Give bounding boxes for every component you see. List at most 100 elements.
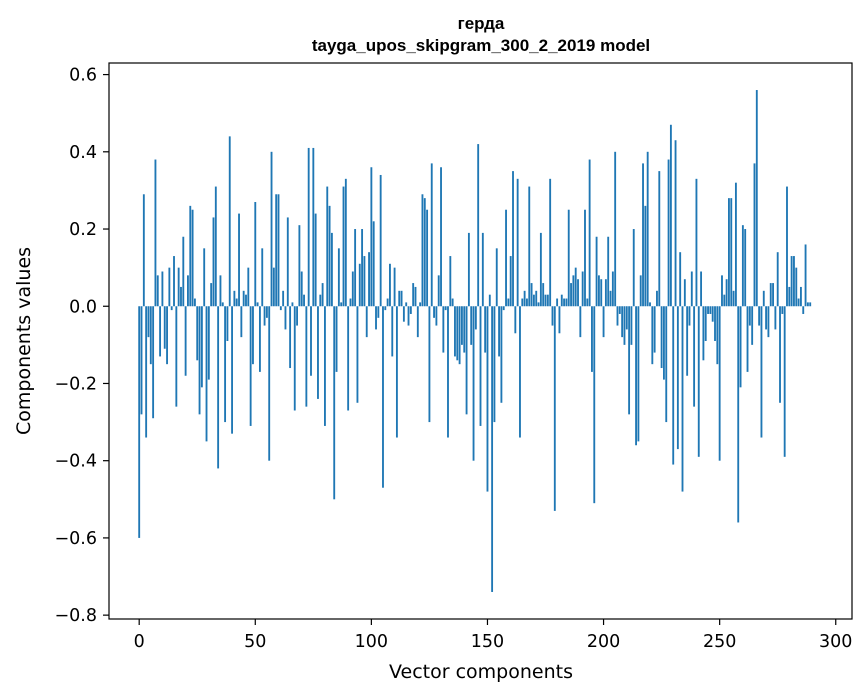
bar-252 [723,294,726,307]
bar-108 [389,263,391,307]
bar-68 [296,306,298,326]
bar-212 [630,306,633,345]
bar-153 [493,306,496,423]
bar-64 [286,217,289,307]
bar-149 [484,306,487,353]
bar-251 [721,275,723,307]
bar-232 [676,306,679,450]
bar-219 [646,151,649,307]
bar-4 [147,306,150,338]
bar-260 [741,225,744,307]
bar-268 [760,306,763,438]
bar-63 [284,306,287,330]
bar-249 [716,306,719,365]
bar-3 [145,306,148,438]
bar-37 [224,306,227,423]
bar-280 [788,286,791,307]
bar-165 [521,298,524,307]
bar-95 [358,263,361,307]
bar-207 [618,306,621,314]
bar-29 [205,306,208,442]
bar-54 [263,306,266,326]
x-tick-label: 0 [134,632,145,652]
bar-131 [442,306,445,353]
bar-30 [207,306,210,380]
bar-234 [681,306,684,492]
bar-171 [535,290,538,307]
bar-9 [159,306,162,357]
bar-140 [463,306,466,353]
bar-10 [161,271,164,307]
bar-55 [265,306,268,318]
bar-6 [152,306,155,419]
bar-247 [711,306,714,322]
bar-186 [570,283,572,307]
bar-7 [154,159,157,307]
bar-43 [238,213,240,307]
bar-35 [219,275,222,307]
bar-31 [210,283,213,307]
bar-119 [414,286,417,307]
bar-226 [663,306,665,380]
bar-189 [577,279,579,307]
bars-group [138,90,812,592]
bar-170 [532,294,535,307]
bar-118 [412,283,415,307]
bar-135 [451,298,454,307]
bar-169 [530,283,533,307]
bar-82 [328,205,331,307]
bar-101 [372,221,375,307]
bar-238 [690,271,693,307]
bar-39 [228,136,231,307]
bar-179 [553,306,556,511]
bar-76 [314,213,317,307]
bar-188 [574,267,577,307]
bar-166 [523,290,526,307]
x-axis-ticks: 0 50 100 150 200 250 300 [134,619,852,652]
bar-236 [686,306,689,376]
bar-41 [233,290,236,307]
bar-121 [419,302,422,307]
bar-134 [449,256,452,307]
bar-242 [700,271,703,307]
bar-154 [495,248,498,307]
bar-104 [379,174,382,307]
bar-130 [440,167,442,307]
bar-48 [249,306,252,426]
bar-246 [709,306,712,314]
bar-209 [623,306,626,345]
bar-277 [781,306,784,314]
bar-106 [384,306,387,311]
x-tick-label: 50 [244,632,266,652]
bar-160 [509,256,512,307]
bar-89 [344,178,347,307]
bar-222 [653,306,656,353]
bar-156 [500,306,503,403]
bar-191 [581,271,584,307]
bar-107 [386,298,389,307]
bar-79 [321,283,324,307]
bar-237 [688,306,691,326]
x-tick-label: 150 [471,632,504,652]
bar-192 [584,209,586,307]
bar-99 [368,252,370,307]
bar-183 [563,298,566,307]
bar-61 [279,306,282,311]
bar-87 [340,302,343,307]
plot-frame [108,62,853,620]
bar-125 [428,306,431,423]
bar-157 [502,306,505,311]
bar-243 [702,306,705,361]
bar-44 [240,306,243,338]
bar-126 [430,163,433,307]
bar-58 [272,267,275,307]
bar-14 [170,306,173,311]
bar-230 [672,306,675,465]
bar-0 [138,306,141,538]
bar-175 [544,294,547,307]
bar-127 [433,306,435,318]
bar-32 [212,217,215,307]
bar-49 [252,306,254,365]
bar-21 [187,275,189,307]
bar-152 [491,306,494,592]
